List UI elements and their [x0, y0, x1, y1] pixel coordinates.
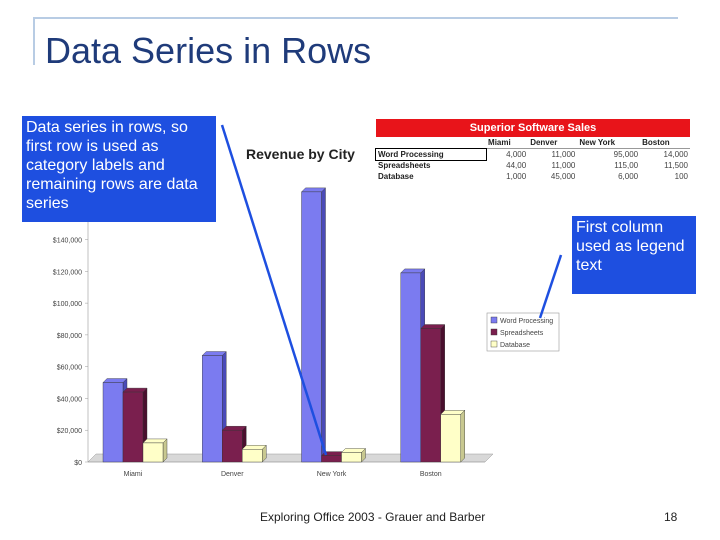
spreadsheet-row-label[interactable]: Database — [378, 172, 414, 181]
spreadsheet-header-cell — [376, 137, 487, 149]
bar-side — [321, 187, 326, 463]
spreadsheet-cell[interactable]: 11,500 — [664, 161, 688, 170]
bar — [242, 449, 263, 463]
spreadsheet-row-label[interactable]: Word Processing — [374, 147, 488, 161]
bar-top — [221, 426, 247, 431]
y-tick-label: $80,000 — [57, 333, 82, 340]
callout-rows-explanation: Data series in rows, so first row is use… — [22, 116, 216, 222]
legend-label-spreadsheets: Spreadsheets — [500, 330, 544, 337]
spreadsheet-cell[interactable]: 100 — [674, 172, 688, 181]
bar — [420, 328, 441, 463]
bar — [400, 272, 421, 463]
bar-top — [420, 324, 446, 329]
bar — [202, 355, 223, 463]
slide-footer: Exploring Office 2003 - Grauer and Barbe… — [260, 510, 486, 524]
bar — [321, 455, 342, 463]
bar — [102, 382, 124, 463]
y-tick-label: $140,000 — [53, 238, 82, 245]
y-tick-label: $100,000 — [53, 301, 82, 308]
bar — [222, 430, 243, 463]
slide-title: Data Series in Rows — [45, 30, 372, 71]
y-tick-label: $40,000 — [57, 396, 82, 403]
legend-swatch-spreadsheets — [490, 328, 498, 336]
chart-legend: Word Processing Spreadsheets Database — [486, 312, 560, 352]
spreadsheet-header-cell: Miami — [486, 137, 529, 149]
y-tick-label: $60,000 — [57, 365, 82, 372]
bar-top — [341, 448, 366, 453]
frame-top-line — [33, 17, 678, 19]
legend-swatch-database — [490, 340, 498, 348]
pointer-line-right — [538, 254, 563, 319]
spreadsheet-row-label[interactable]: Spreadsheets — [378, 161, 431, 170]
chart-title: Revenue by City — [246, 146, 355, 162]
spreadsheet-cell[interactable]: 44,00 — [506, 161, 527, 170]
spreadsheet-cell[interactable]: 95,000 — [613, 150, 639, 159]
bar-top — [440, 410, 466, 415]
x-tick-label: New York — [317, 471, 347, 478]
y-tick-label: $0 — [74, 460, 82, 467]
bar-top — [201, 351, 227, 356]
spreadsheet-header-cell: Boston — [640, 137, 690, 149]
pointer-line-left — [220, 124, 328, 456]
bar — [301, 191, 322, 463]
bar — [341, 452, 362, 463]
spreadsheet-cell[interactable]: 11,000 — [551, 161, 576, 170]
spreadsheet-cell[interactable]: 11,000 — [551, 150, 576, 159]
bar-top — [301, 187, 326, 193]
spreadsheet-row: Database 1,000 45,000 6,000 100 — [376, 171, 690, 182]
spreadsheet-cell[interactable]: 45,000 — [550, 172, 576, 181]
bar — [122, 391, 144, 463]
spreadsheet-cell[interactable]: 6,000 — [618, 172, 639, 181]
y-tick-label: $120,000 — [53, 269, 82, 276]
x-tick-label: Miami — [124, 471, 143, 478]
bar — [142, 442, 164, 463]
x-tick-label: Denver — [221, 471, 244, 478]
page-number: 18 — [664, 510, 678, 524]
spreadsheet-table: Miami Denver New York Boston Word Proces… — [374, 137, 690, 182]
bar — [440, 414, 461, 463]
legend-label-database: Database — [500, 342, 530, 349]
spreadsheet-cell[interactable]: 4,000 — [506, 150, 527, 159]
spreadsheet-snippet: Superior Software Sales Miami Denver New… — [374, 119, 690, 182]
spreadsheet-header-row: Miami Denver New York Boston — [376, 137, 690, 149]
spreadsheet-cell[interactable]: 14,000 — [663, 150, 688, 159]
spreadsheet-header-cell: Denver — [528, 137, 578, 149]
spreadsheet-row: Spreadsheets 44,00 11,000 115,00 11,500 — [376, 160, 690, 171]
x-tick-label: Boston — [420, 471, 442, 478]
spreadsheet-title: Superior Software Sales — [376, 119, 690, 137]
bar-top — [102, 378, 128, 383]
spreadsheet-header-cell: New York — [577, 137, 641, 149]
legend-label-word-processing: Word Processing — [500, 318, 553, 325]
spreadsheet-cell[interactable]: 1,000 — [506, 172, 527, 181]
frame-left-line — [33, 17, 35, 65]
bar-top — [122, 387, 148, 393]
spreadsheet-cell[interactable]: 115,00 — [614, 161, 639, 170]
spreadsheet-row: Word Processing 4,000 11,000 95,000 14,0… — [374, 147, 690, 161]
y-tick-label: $20,000 — [57, 428, 82, 435]
legend-swatch-word-processing — [490, 316, 498, 324]
bar-top — [142, 438, 168, 444]
bar-top — [241, 445, 267, 450]
bar-side — [460, 409, 465, 463]
bar-top — [400, 268, 426, 274]
callout-legend-explanation: First column used as legend text — [572, 216, 696, 294]
